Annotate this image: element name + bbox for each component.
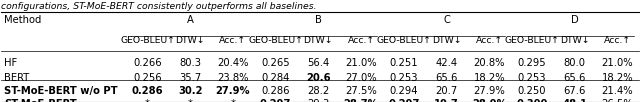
Text: HF: HF: [4, 58, 18, 68]
Text: GEO-BLEU↑: GEO-BLEU↑: [248, 36, 303, 45]
Text: 80.3: 80.3: [179, 58, 201, 68]
Text: 28.7%: 28.7%: [344, 99, 378, 102]
Text: 0.265: 0.265: [261, 58, 290, 68]
Text: 30.2: 30.2: [178, 86, 202, 96]
Text: Acc.↑: Acc.↑: [476, 36, 503, 45]
Text: 0.286: 0.286: [261, 86, 290, 96]
Text: Method: Method: [4, 15, 42, 25]
Text: 56.4: 56.4: [307, 58, 330, 68]
Text: 0.284: 0.284: [261, 73, 290, 83]
Text: 29.3: 29.3: [307, 99, 330, 102]
Text: 20.7: 20.7: [435, 86, 458, 96]
Text: ST-MoE-BERT: ST-MoE-BERT: [4, 99, 77, 102]
Text: DTW↓: DTW↓: [303, 36, 333, 45]
Text: 18.2%: 18.2%: [474, 73, 505, 83]
Text: DTW↓: DTW↓: [432, 36, 461, 45]
Text: configurations, ST-MoE-BERT consistently outperforms all baselines.: configurations, ST-MoE-BERT consistently…: [1, 2, 317, 11]
Text: 0.297: 0.297: [388, 99, 419, 102]
Text: A: A: [187, 15, 193, 25]
Text: 80.0: 80.0: [564, 58, 586, 68]
Text: 0.297: 0.297: [260, 99, 291, 102]
Text: 67.6: 67.6: [563, 86, 586, 96]
Text: DTW↓: DTW↓: [560, 36, 589, 45]
Text: *: *: [188, 99, 193, 102]
Text: 20.8%: 20.8%: [474, 58, 505, 68]
Text: 18.2%: 18.2%: [602, 73, 633, 83]
Text: Acc.↑: Acc.↑: [604, 36, 631, 45]
Text: *: *: [145, 99, 150, 102]
Text: *: *: [230, 99, 236, 102]
Text: 0.295: 0.295: [518, 58, 546, 68]
Text: ST-MoE-BERT w/o PT: ST-MoE-BERT w/o PT: [4, 86, 118, 96]
Text: 27.9%: 27.9%: [474, 86, 505, 96]
Text: 35.7: 35.7: [179, 73, 202, 83]
Text: 28.2: 28.2: [307, 86, 330, 96]
Text: 0.256: 0.256: [133, 73, 162, 83]
Text: 0.266: 0.266: [133, 58, 162, 68]
Text: Acc.↑: Acc.↑: [220, 36, 246, 45]
Text: DTW↓: DTW↓: [175, 36, 205, 45]
Text: 65.6: 65.6: [435, 73, 458, 83]
Text: 21.0%: 21.0%: [345, 58, 377, 68]
Text: 21.4%: 21.4%: [602, 86, 633, 96]
Text: GEO-BLEU↑: GEO-BLEU↑: [504, 36, 559, 45]
Text: 0.253: 0.253: [390, 73, 418, 83]
Text: 23.8%: 23.8%: [217, 73, 248, 83]
Text: 0.286: 0.286: [132, 86, 163, 96]
Text: 20.6: 20.6: [306, 73, 331, 83]
Text: 27.5%: 27.5%: [345, 86, 377, 96]
Text: GEO-BLEU↑: GEO-BLEU↑: [120, 36, 175, 45]
Text: 48.1: 48.1: [562, 99, 588, 102]
Text: 26.5%: 26.5%: [602, 99, 633, 102]
Text: BERT: BERT: [4, 73, 29, 83]
Text: 20.4%: 20.4%: [217, 58, 248, 68]
Text: 42.4: 42.4: [435, 58, 458, 68]
Text: D: D: [571, 15, 579, 25]
Text: 19.7: 19.7: [434, 99, 459, 102]
Text: 0.294: 0.294: [390, 86, 418, 96]
Text: 21.0%: 21.0%: [602, 58, 633, 68]
Text: 65.6: 65.6: [563, 73, 586, 83]
Text: 0.250: 0.250: [518, 86, 546, 96]
Text: 0.300: 0.300: [516, 99, 548, 102]
Text: 27.9%: 27.9%: [216, 86, 250, 96]
Text: 27.0%: 27.0%: [345, 73, 377, 83]
Text: 0.253: 0.253: [518, 73, 546, 83]
Text: B: B: [315, 15, 322, 25]
Text: C: C: [443, 15, 450, 25]
Text: 0.251: 0.251: [390, 58, 418, 68]
Text: GEO-BLEU↑: GEO-BLEU↑: [376, 36, 431, 45]
Text: 28.9%: 28.9%: [472, 99, 507, 102]
Text: Acc.↑: Acc.↑: [348, 36, 374, 45]
